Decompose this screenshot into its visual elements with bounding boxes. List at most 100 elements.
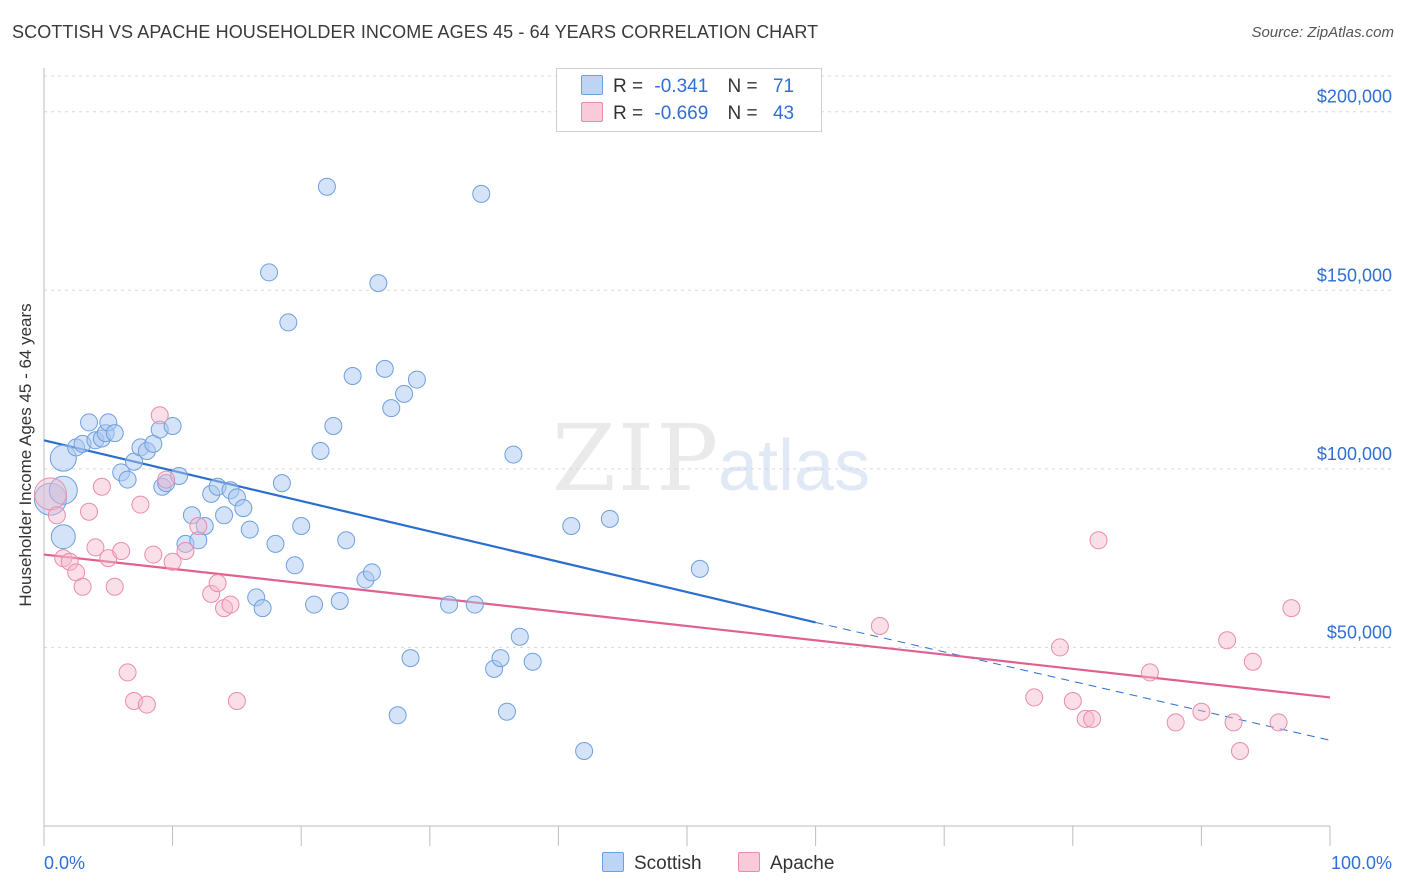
x-tick-label-max: 100.0% — [1331, 853, 1392, 873]
scottish-point — [382, 399, 401, 418]
y-axis-label: Householder Income Ages 45 - 64 years — [16, 303, 35, 607]
scottish-point — [440, 595, 459, 614]
scottish-point — [362, 563, 381, 582]
apache-point — [112, 542, 131, 560]
y-tick-labels: $50,000 $100,000 $150,000 $200,000 — [1317, 87, 1392, 643]
apache-point — [1089, 531, 1108, 550]
scottish-trend-extension — [815, 621, 1331, 741]
stats-legend: R = -0.341 N = 71 R = -0.669 N = 43 — [556, 68, 822, 132]
legend-n-label: N = — [727, 103, 758, 124]
apache-point — [33, 477, 67, 511]
chart-source: Source: ZipAtlas.com — [1251, 24, 1394, 41]
apache-point — [86, 538, 105, 557]
scottish-point — [562, 517, 581, 535]
apache-point — [92, 477, 111, 496]
scottish-point — [330, 592, 349, 610]
apache-point — [1076, 709, 1095, 728]
legend-row-apache: R = -0.669 N = 43 — [581, 102, 794, 126]
apache-point — [163, 552, 182, 571]
watermark-atlas: atlas — [718, 426, 870, 506]
legend-r-value: -0.669 — [654, 103, 709, 124]
scottish-point — [80, 413, 99, 432]
apache-trend-line — [43, 553, 1331, 699]
apache-point — [144, 545, 163, 564]
scottish-point — [337, 531, 356, 550]
scottish-point — [253, 599, 272, 618]
scottish-point — [317, 177, 336, 196]
apache-point — [1230, 742, 1249, 760]
legend-n-label: N = — [727, 76, 758, 97]
scottish-point — [600, 509, 619, 528]
apache-point — [1083, 709, 1102, 728]
apache-point — [60, 552, 79, 571]
series-name-apache: Apache — [770, 853, 835, 874]
apache-point — [1269, 713, 1288, 732]
apache-point — [118, 663, 137, 682]
legend-r-label: R = — [613, 103, 644, 124]
y-tick-label: $150,000 — [1317, 265, 1392, 285]
bottom-legend-apache: Apache — [738, 852, 834, 875]
scottish-point — [182, 506, 201, 525]
apache-point — [1166, 713, 1185, 732]
scottish-point — [118, 470, 137, 489]
apache-point — [1218, 631, 1237, 650]
apache-point — [1192, 702, 1211, 721]
scottish-point — [215, 506, 234, 525]
apache-point — [1063, 692, 1082, 710]
x-tick-labels: 0.0% 100.0% — [44, 853, 1392, 873]
apache-point — [131, 495, 150, 514]
axes — [43, 68, 1331, 846]
scottish-point — [311, 442, 330, 460]
apache-point — [189, 517, 208, 535]
scottish-point — [50, 524, 76, 550]
scottish-point — [472, 184, 491, 203]
scottish-swatch — [581, 75, 603, 95]
apache-point — [1282, 599, 1301, 618]
scottish-point — [504, 445, 523, 464]
scottish-point — [279, 313, 298, 332]
apache-point — [1224, 713, 1243, 732]
scottish-point — [240, 520, 259, 539]
scottish-point — [272, 474, 291, 493]
apache-point — [137, 695, 156, 714]
scottish-point — [343, 367, 362, 385]
apache-point — [80, 502, 99, 521]
apache-point — [1025, 688, 1044, 707]
apache-swatch — [581, 102, 603, 122]
scottish-point — [395, 384, 414, 403]
apache-point — [208, 574, 227, 593]
apache-point — [1243, 652, 1262, 671]
apache-point — [73, 577, 92, 596]
scottish-point — [163, 417, 182, 435]
apache-point — [150, 406, 169, 425]
gridlines — [44, 75, 1394, 648]
scottish-point — [48, 475, 78, 505]
apache-point — [176, 542, 195, 560]
scottish-point — [575, 742, 594, 760]
scottish-point — [369, 274, 388, 293]
scottish-swatch — [602, 852, 624, 872]
data-points — [33, 177, 1301, 760]
scottish-point — [497, 702, 516, 721]
scottish-point — [375, 359, 394, 378]
scottish-point — [260, 263, 279, 282]
scottish-point — [523, 652, 542, 671]
scottish-point — [407, 370, 426, 389]
apache-swatch — [738, 852, 760, 872]
scottish-point — [105, 424, 124, 443]
apache-point — [227, 692, 246, 710]
scottish-point — [510, 627, 529, 646]
scottish-point — [266, 534, 285, 553]
scottish-point — [388, 706, 407, 725]
scottish-point — [324, 417, 343, 435]
x-tick-label-min: 0.0% — [44, 853, 85, 873]
scottish-point — [401, 649, 420, 668]
series-name-scottish: Scottish — [634, 853, 702, 874]
apache-point — [202, 584, 221, 603]
scottish-point — [491, 649, 510, 668]
scottish-point — [292, 517, 311, 535]
scottish-point — [195, 517, 214, 535]
scottish-point — [465, 595, 484, 614]
bottom-legend-scottish: Scottish — [602, 852, 702, 875]
